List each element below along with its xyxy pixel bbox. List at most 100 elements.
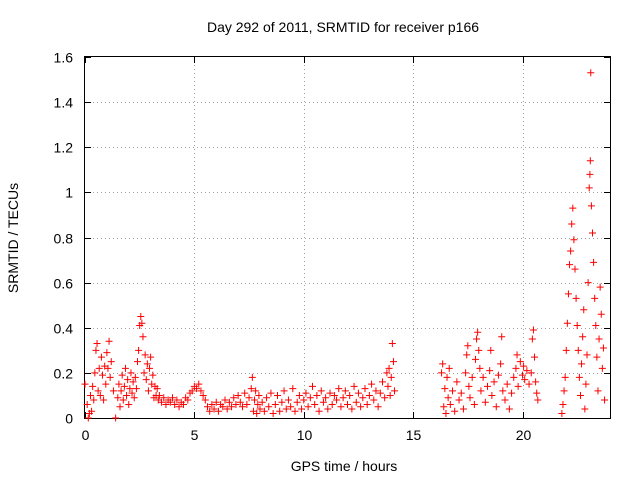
data-point — [131, 373, 139, 381]
data-point — [383, 369, 391, 377]
data-point — [438, 369, 446, 377]
data-point — [463, 351, 471, 359]
data-point — [221, 396, 229, 404]
data-point — [497, 360, 505, 368]
data-point — [204, 403, 211, 411]
data-point — [97, 353, 105, 361]
data-point — [223, 405, 231, 413]
data-point — [293, 398, 301, 406]
data-point — [476, 364, 484, 372]
data-point — [106, 373, 114, 381]
data-point — [388, 340, 396, 348]
y-axis-label: SRMTID / TECUs — [5, 183, 21, 293]
data-point — [348, 405, 356, 413]
data-point — [199, 391, 207, 399]
data-point — [175, 403, 183, 411]
data-point — [352, 398, 360, 406]
data-point — [184, 396, 192, 404]
data-point — [532, 378, 540, 386]
data-point — [527, 369, 535, 377]
data-point — [116, 403, 124, 411]
data-point — [134, 358, 141, 366]
data-point — [274, 391, 281, 399]
data-point — [562, 346, 570, 354]
data-point — [295, 391, 303, 399]
data-point — [236, 398, 244, 406]
data-point — [326, 389, 334, 397]
data-point — [487, 346, 495, 354]
data-point — [144, 387, 152, 395]
data-point — [494, 371, 502, 379]
data-point — [363, 400, 371, 408]
data-point — [580, 306, 588, 314]
data-point — [486, 367, 494, 375]
axis-ticks — [85, 57, 610, 419]
data-point — [492, 403, 500, 411]
data-point — [107, 358, 115, 366]
data-point — [574, 346, 582, 354]
data-point — [457, 389, 465, 397]
data-point — [317, 387, 325, 395]
data-point — [248, 373, 256, 381]
data-point — [324, 405, 332, 413]
data-point — [359, 394, 367, 402]
data-point — [141, 351, 149, 359]
data-point — [596, 283, 604, 291]
data-point — [523, 367, 531, 375]
data-point — [379, 378, 386, 386]
data-point — [193, 385, 201, 393]
data-point — [357, 403, 365, 411]
data-point — [567, 247, 575, 255]
data-point — [265, 403, 273, 411]
data-point — [269, 409, 277, 417]
data-point — [451, 407, 459, 415]
data-point — [344, 400, 351, 408]
data-point — [123, 391, 131, 399]
data-point — [510, 373, 518, 381]
data-point — [96, 391, 104, 399]
data-point — [569, 204, 577, 212]
data-point — [102, 380, 110, 388]
data-point — [335, 385, 343, 393]
data-point — [125, 400, 133, 408]
data-point — [474, 328, 482, 336]
data-point — [498, 333, 506, 341]
data-point — [132, 385, 140, 393]
data-point — [304, 403, 312, 411]
data-point — [114, 394, 122, 402]
data-point — [477, 387, 485, 395]
data-point — [572, 294, 580, 302]
data-point — [267, 389, 275, 397]
data-point — [384, 382, 392, 390]
data-point — [389, 358, 397, 366]
data-point — [147, 353, 155, 361]
data-point — [121, 364, 129, 372]
data-point — [188, 387, 196, 395]
data-point — [124, 376, 132, 384]
data-point — [251, 396, 259, 404]
data-point — [586, 170, 594, 178]
data-point — [520, 362, 528, 370]
plot-frame — [84, 56, 611, 419]
data-point — [120, 382, 128, 390]
data-point — [475, 346, 483, 354]
data-point — [501, 396, 509, 404]
data-point — [155, 391, 163, 399]
data-point — [533, 389, 541, 397]
data-point — [149, 371, 157, 379]
data-point — [484, 382, 491, 390]
data-point — [505, 405, 513, 413]
data-point — [282, 405, 290, 413]
data-point — [90, 396, 98, 404]
data-point — [322, 394, 330, 402]
y-tick-label: 0.2 — [54, 366, 74, 382]
data-point — [576, 391, 584, 399]
data-point — [118, 371, 126, 379]
data-point — [595, 335, 603, 343]
data-point — [563, 319, 571, 327]
y-tick-label: 1.4 — [54, 95, 74, 111]
data-point — [566, 261, 574, 269]
data-point — [488, 391, 496, 399]
data-point — [300, 396, 308, 404]
data-point — [391, 387, 399, 395]
